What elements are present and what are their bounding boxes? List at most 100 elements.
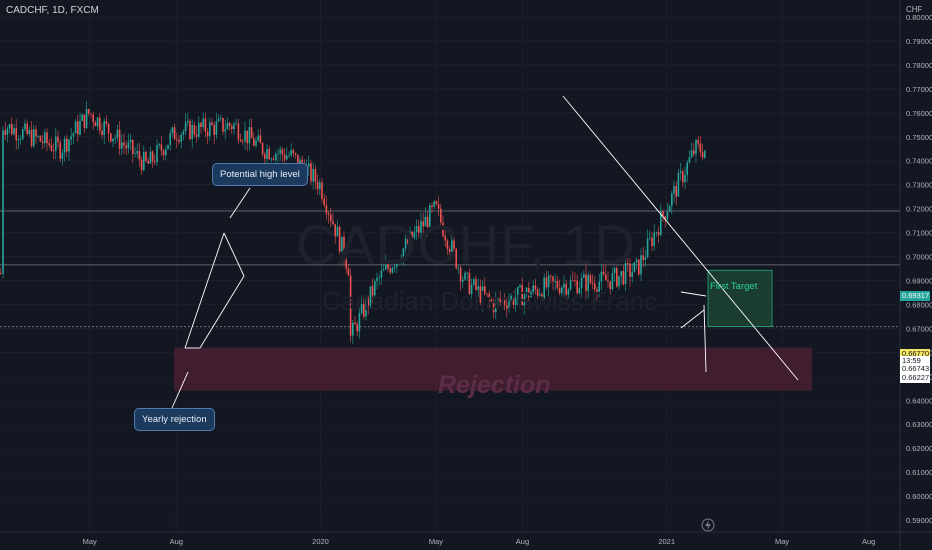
- candle-body: [125, 145, 127, 149]
- candle-body: [162, 150, 165, 156]
- trend-line[interactable]: [229, 187, 251, 219]
- candle-body: [550, 275, 552, 277]
- candle-body: [451, 240, 453, 252]
- candle-body: [160, 144, 163, 151]
- candle-body: [297, 154, 299, 168]
- candle-body: [455, 248, 457, 269]
- candle-body: [290, 149, 292, 156]
- candle-body: [235, 123, 237, 125]
- time-axis[interactable]: MayAug2020MayAug2021MayAug2022MayAug2023…: [0, 531, 932, 546]
- candle-body: [578, 288, 581, 294]
- candle-body: [495, 299, 497, 313]
- candle-body: [169, 133, 171, 145]
- trend-line[interactable]: [680, 309, 705, 329]
- trend-line[interactable]: [703, 304, 707, 373]
- candle-body: [266, 149, 268, 159]
- candle-body: [475, 279, 477, 290]
- candle-body: [103, 121, 105, 135]
- first-target-label: First Target: [710, 281, 758, 292]
- candle-body: [616, 268, 618, 287]
- candle-body: [129, 139, 132, 143]
- candle-body: [151, 151, 154, 162]
- candle-body: [90, 113, 92, 115]
- candle-body: [101, 130, 103, 135]
- candle-body: [662, 211, 664, 217]
- trend-line[interactable]: [184, 232, 225, 349]
- candle-body: [24, 123, 26, 130]
- callout-potential-high[interactable]: Potential high level: [212, 163, 308, 186]
- candle-body: [37, 136, 39, 137]
- candle-body: [479, 286, 482, 303]
- y-tick-label: 0.71000: [906, 229, 932, 238]
- candle-body: [565, 283, 567, 295]
- candle-body: [622, 271, 625, 285]
- trend-line[interactable]: [199, 275, 245, 349]
- candle-body: [215, 121, 218, 135]
- candle-body: [79, 120, 81, 135]
- callout-yearly-rejection[interactable]: Yearly rejection: [134, 408, 215, 431]
- candle-body: [462, 279, 464, 282]
- candle-body: [668, 206, 671, 212]
- trend-line[interactable]: [562, 95, 799, 381]
- candle-body: [382, 269, 385, 271]
- candle-body: [503, 299, 506, 306]
- candle-body: [492, 301, 495, 313]
- candle-body: [167, 144, 169, 150]
- candle-body: [268, 149, 270, 160]
- candle-body: [46, 132, 48, 144]
- candle-body: [519, 285, 521, 287]
- level3-price-tag: 0.66227: [900, 373, 930, 383]
- candle-body: [132, 139, 134, 154]
- candle-body: [528, 287, 530, 298]
- candle-body: [453, 240, 455, 249]
- candle-body: [226, 123, 229, 130]
- candle-body: [206, 131, 209, 137]
- candle-body: [404, 238, 407, 249]
- candle-body: [484, 286, 486, 294]
- candle-body: [52, 150, 55, 152]
- candle-body: [580, 277, 583, 289]
- candle-body: [569, 280, 572, 290]
- candle-body: [15, 128, 17, 141]
- tradingview-logo-icon[interactable]: [701, 518, 715, 532]
- candle-body: [63, 138, 66, 153]
- candle-body: [325, 205, 328, 214]
- y-tick-label: 0.73000: [906, 181, 932, 190]
- chart-title[interactable]: CADCHF, 1D, FXCM: [6, 5, 99, 16]
- candle-body: [0, 273, 2, 275]
- candle-body: [96, 117, 99, 127]
- candle-body: [242, 141, 244, 143]
- candle-body: [66, 138, 68, 152]
- candle-body: [193, 125, 196, 135]
- candle-body: [598, 281, 600, 292]
- candle-body: [224, 129, 226, 132]
- candle-body: [631, 272, 633, 277]
- y-tick-label: 0.69000: [906, 276, 932, 285]
- price-axis[interactable]: 0.80000 0.79000 0.78000 0.77000 0.76000 0.750…: [899, 0, 932, 550]
- candle-body: [327, 213, 330, 215]
- candle-body: [506, 305, 508, 309]
- candle-body: [563, 283, 565, 288]
- candle-body: [145, 151, 147, 161]
- candle-body: [118, 129, 121, 149]
- candle-body: [649, 237, 651, 239]
- candle-body: [387, 264, 389, 269]
- trend-line[interactable]: [171, 371, 189, 409]
- candle-body: [231, 126, 233, 130]
- candle-body: [244, 130, 246, 142]
- candle-body: [470, 284, 473, 294]
- candle-body: [250, 127, 253, 139]
- candle-body: [371, 286, 374, 296]
- candle-body: [143, 151, 145, 171]
- candle-body: [283, 154, 286, 160]
- candle-body: [596, 289, 598, 292]
- candle-body: [6, 128, 9, 135]
- candle-body: [620, 271, 622, 276]
- candle-body: [369, 286, 372, 306]
- candle-body: [591, 282, 594, 284]
- trend-line[interactable]: [223, 232, 245, 277]
- trend-line[interactable]: [680, 291, 707, 297]
- target-box: [707, 269, 773, 328]
